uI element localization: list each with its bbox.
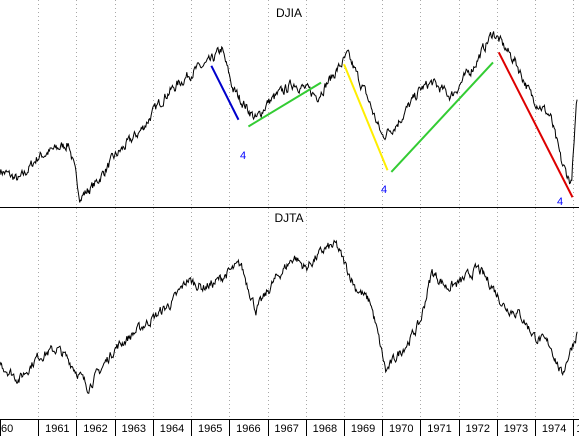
trendline-0 xyxy=(210,65,240,121)
djia-panel: DJIA 4 4 4 xyxy=(0,6,578,208)
wave-4-label-1970: 4 xyxy=(381,184,387,196)
djia-series-line xyxy=(0,31,578,203)
trendline-4 xyxy=(497,51,574,198)
djta-series-line xyxy=(0,239,578,394)
x-tick-label: 1962 xyxy=(83,423,107,435)
x-tick-label: 1970 xyxy=(389,423,413,435)
wave-4-label-1966: 4 xyxy=(240,150,246,162)
x-tick-label: 1964 xyxy=(160,423,184,435)
x-tick-label: 1974 xyxy=(542,423,566,435)
x-tick-label: 1968 xyxy=(313,423,337,435)
x-tick-label: 1969 xyxy=(351,423,375,435)
djta-title: DJTA xyxy=(274,211,303,225)
x-tick-label: 1965 xyxy=(198,423,222,435)
djia-title: DJIA xyxy=(276,6,302,20)
djia-trendlines xyxy=(210,51,574,198)
x-tick-label: 19 xyxy=(576,423,579,435)
x-tick-label: 60 xyxy=(1,423,13,435)
x-tick-label: 1961 xyxy=(45,423,69,435)
x-tick-label: 1971 xyxy=(427,423,451,435)
djta-panel: DJTA xyxy=(0,211,578,394)
x-tick-label: 1967 xyxy=(274,423,298,435)
trendline-3 xyxy=(390,61,494,173)
x-tick-label: 1973 xyxy=(504,423,528,435)
x-axis-ticks: 60 1961 1962 1963 1964 1965 1966 1967 1968 1969 19… xyxy=(0,419,579,436)
wave-4-label-1974: 4 xyxy=(557,196,563,208)
x-tick-label: 1963 xyxy=(122,423,146,435)
trendline-1 xyxy=(247,81,322,128)
x-tick-label: 1966 xyxy=(236,423,260,435)
x-tick-label: 1972 xyxy=(465,423,489,435)
trendline-2 xyxy=(343,63,389,171)
